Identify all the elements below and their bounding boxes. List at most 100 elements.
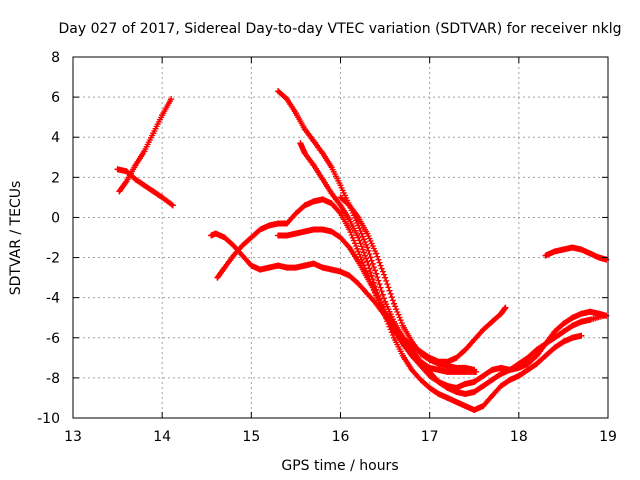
data-point	[471, 336, 478, 343]
data-point	[301, 150, 308, 157]
data-point	[551, 344, 558, 351]
data-point	[337, 202, 344, 209]
data-point	[310, 138, 317, 145]
data-point	[319, 226, 326, 233]
data-point	[453, 354, 460, 361]
series-markers	[214, 196, 607, 391]
data-point	[364, 274, 371, 281]
data-point	[230, 242, 237, 249]
data-point	[275, 232, 282, 239]
series-arc-7	[275, 226, 610, 397]
data-point	[275, 220, 282, 227]
data-point	[453, 364, 460, 371]
data-point	[515, 364, 522, 371]
data-point	[408, 346, 415, 353]
data-point	[257, 226, 264, 233]
data-point	[123, 178, 130, 185]
data-point	[480, 326, 487, 333]
data-point	[301, 202, 308, 209]
data-point	[480, 402, 487, 409]
data-point	[506, 366, 513, 373]
data-point	[337, 268, 344, 275]
data-point	[123, 168, 130, 175]
data-point	[346, 216, 353, 223]
data-point	[319, 196, 326, 203]
data-point	[257, 266, 264, 273]
x-tick-label: 16	[332, 429, 350, 445]
data-point	[266, 222, 273, 229]
data-series	[114, 88, 610, 413]
data-point	[471, 366, 478, 373]
data-point	[471, 388, 478, 395]
data-point	[310, 198, 317, 205]
data-point	[551, 328, 558, 335]
data-point	[382, 308, 389, 315]
data-point	[150, 130, 157, 137]
data-point	[208, 232, 215, 239]
data-point	[444, 394, 451, 401]
x-tick-label: 15	[242, 429, 260, 445]
data-point	[596, 254, 603, 261]
data-point	[297, 140, 304, 147]
data-point	[569, 244, 576, 251]
data-point	[266, 264, 273, 271]
y-tick-label: -2	[46, 251, 60, 267]
data-point	[159, 194, 166, 201]
data-point	[426, 368, 433, 375]
y-tick-label: 4	[51, 130, 60, 146]
data-point	[346, 226, 353, 233]
data-point	[248, 262, 255, 269]
series-markers	[116, 96, 175, 195]
data-point	[489, 376, 496, 383]
data-point	[301, 126, 308, 133]
data-point	[578, 310, 585, 317]
data-point	[502, 304, 509, 311]
data-point	[560, 328, 567, 335]
data-point	[444, 384, 451, 391]
data-point	[435, 360, 442, 367]
data-point	[408, 338, 415, 345]
data-point	[453, 388, 460, 395]
data-point	[355, 248, 362, 255]
series-arc-8	[337, 194, 478, 373]
data-point	[141, 182, 148, 189]
y-tick-label: 2	[51, 170, 60, 186]
data-point	[355, 234, 362, 241]
data-point	[275, 88, 282, 95]
data-point	[560, 246, 567, 253]
data-point	[319, 264, 326, 271]
data-point	[587, 250, 594, 257]
data-point	[248, 234, 255, 241]
data-point	[364, 244, 371, 251]
data-point	[214, 274, 221, 281]
data-point	[444, 362, 451, 369]
data-point	[391, 322, 397, 329]
data-point	[542, 340, 549, 347]
data-point	[391, 300, 397, 307]
data-point	[319, 150, 326, 157]
x-tick-label: 13	[64, 429, 82, 445]
data-point	[489, 392, 496, 399]
data-point	[524, 360, 531, 367]
data-point	[310, 162, 317, 169]
data-point	[284, 96, 290, 103]
y-tick-label: -8	[46, 371, 60, 387]
data-point	[292, 110, 299, 117]
data-point	[569, 322, 576, 329]
data-point	[159, 112, 166, 119]
data-point	[551, 248, 558, 255]
series-arc-6	[297, 140, 585, 413]
data-point	[587, 316, 594, 323]
data-point	[328, 190, 335, 197]
data-point	[364, 290, 371, 297]
data-point	[284, 264, 290, 271]
data-point	[132, 162, 139, 169]
data-point	[515, 372, 522, 379]
data-point	[212, 230, 219, 237]
data-point	[417, 376, 424, 383]
y-tick-label: -6	[46, 331, 60, 347]
data-point	[408, 366, 415, 373]
data-point	[462, 346, 469, 353]
data-point	[498, 310, 504, 317]
data-point	[569, 314, 576, 321]
